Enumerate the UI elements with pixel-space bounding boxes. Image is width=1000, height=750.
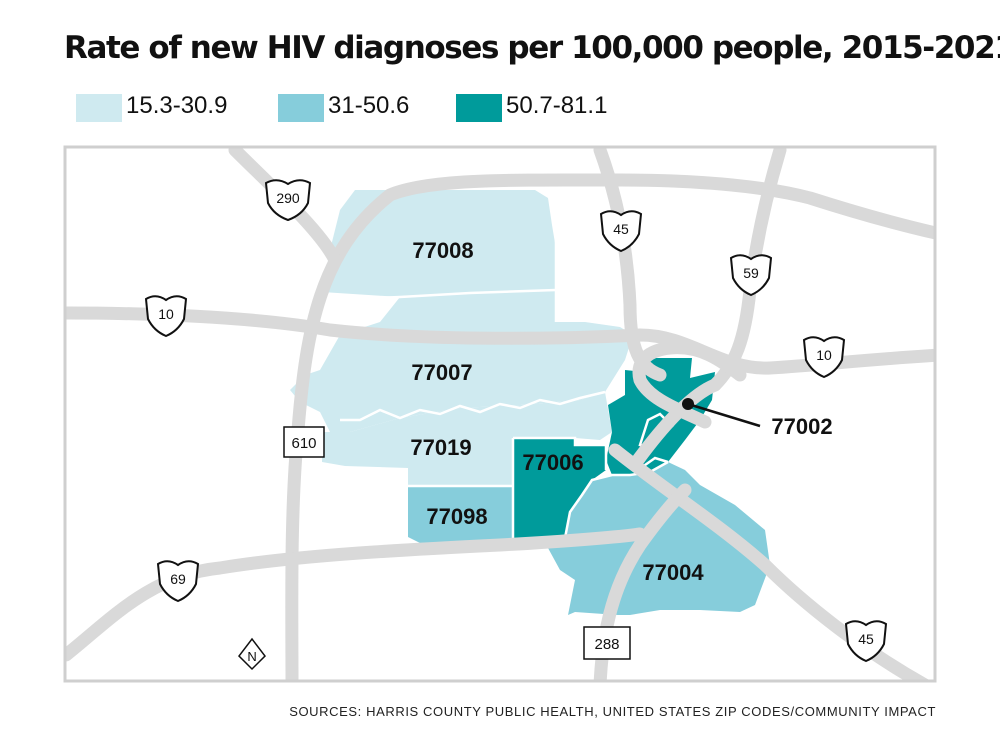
downtown-loop <box>632 341 747 429</box>
map-title: Rate of new HIV diagnoses per 100,000 pe… <box>64 30 1000 66</box>
sh-288-marker: 288 <box>583 626 631 660</box>
i10-road <box>66 306 934 375</box>
zip-region-77004 <box>548 462 770 615</box>
interstate-69-shield: 69 <box>156 560 200 603</box>
north-arrow-icon: N <box>238 637 266 671</box>
legend-swatch-high <box>456 94 502 122</box>
interstate-45-north-shield: 45 <box>599 210 643 253</box>
sources-note: SOURCES: HARRIS COUNTY PUBLIC HEALTH, UN… <box>289 704 936 719</box>
interstate-69-label: 69 <box>170 571 186 587</box>
zip-region-77006 <box>513 438 606 540</box>
interstate-10-west-label: 10 <box>158 306 174 322</box>
zip-region-77002 <box>606 358 715 475</box>
zip-label-77007: 77007 <box>411 360 472 385</box>
legend-swatch-mid <box>278 94 324 122</box>
zip-label-77008: 77008 <box>412 238 473 263</box>
interstate-10-west-shield: 10 <box>144 295 188 338</box>
zip-region-77008 <box>322 190 557 297</box>
zip-label-77004: 77004 <box>642 560 704 585</box>
zip-region-77019 <box>322 392 612 486</box>
north-arrow-label: N <box>247 649 256 664</box>
us-59-label: 59 <box>743 265 759 281</box>
sh-288-label: 288 <box>594 636 619 653</box>
loop-610-label: 610 <box>291 435 316 452</box>
interstate-290-shield: 290 <box>264 179 312 222</box>
legend-label-high: 50.7-81.1 <box>506 92 608 119</box>
legend-label-mid: 31-50.6 <box>328 92 410 119</box>
zip-region-77098 <box>408 486 513 543</box>
legend-label-low: 15.3-30.9 <box>126 92 228 119</box>
zip-region-77007 <box>290 290 633 432</box>
zip-label-77098: 77098 <box>426 504 487 529</box>
legend-swatch-low <box>76 94 122 122</box>
interstate-290-label: 290 <box>276 190 300 206</box>
interstate-45-north-label: 45 <box>613 221 629 237</box>
zip-label-77019: 77019 <box>410 435 471 460</box>
loop-610 <box>285 173 934 680</box>
zip-77002-pointer <box>682 398 761 428</box>
zip-label-77002: 77002 <box>771 414 832 439</box>
i69-road <box>66 527 647 662</box>
map-frame <box>63 145 937 683</box>
zip-labels: 77008 77007 77019 77098 77006 77002 7700… <box>410 238 832 585</box>
interstate-45-south-label: 45 <box>858 631 874 647</box>
us-59-shield: 59 <box>729 254 773 297</box>
zip-regions <box>290 190 770 615</box>
interstate-10-east-shield: 10 <box>802 336 846 379</box>
interstate-10-east-label: 10 <box>816 347 832 363</box>
loop-610-marker: 610 <box>283 426 325 458</box>
interstate-45-south-shield: 45 <box>844 620 888 663</box>
zip-label-77006: 77006 <box>522 450 583 475</box>
